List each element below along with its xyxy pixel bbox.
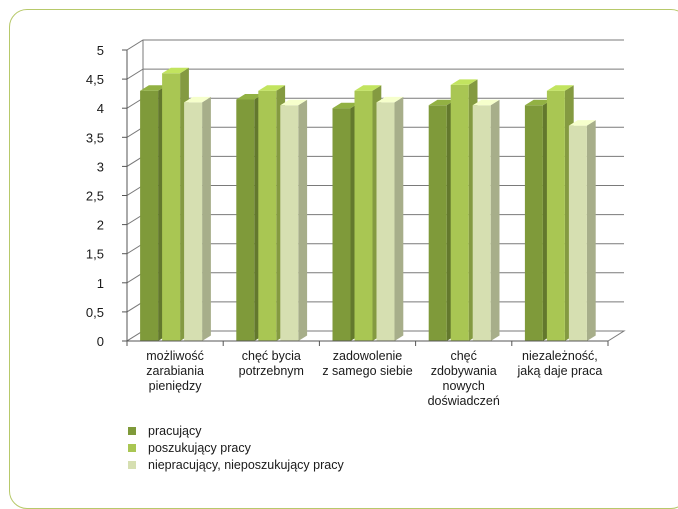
bar-front [472, 105, 491, 341]
bar-front [184, 102, 203, 341]
bar-front [162, 73, 181, 341]
y-axis-ticks: 0 0,5 1 1,5 2 2,5 3 3,5 4 4,5 5 [86, 43, 104, 349]
legend: pracujący poszukujący pracy niepracujący, … [128, 422, 344, 473]
bar [568, 120, 596, 341]
x-category-label: możliwość zarabiania pieniędzy [146, 349, 204, 393]
legend-item: niepracujący, nieposzukujący pracy [128, 456, 344, 473]
y-tick-label: 0 [97, 334, 104, 349]
x-category-label: niezależność, jaką daje praca [517, 349, 603, 378]
y-tick-label: 3,5 [86, 130, 104, 145]
bar-top [546, 85, 574, 91]
bar-top [450, 79, 478, 85]
bar-front [140, 90, 159, 342]
bar-front [236, 99, 255, 341]
bar-front [354, 90, 373, 342]
bar-top [472, 99, 500, 106]
bar-top [184, 96, 211, 103]
bar-side [202, 96, 211, 341]
bar-top [258, 85, 286, 91]
y-tick-label: 1,5 [86, 247, 104, 262]
legend-swatch [128, 426, 136, 435]
bars [140, 67, 596, 342]
bar-top [332, 102, 360, 109]
legend-item: pracujący [128, 422, 344, 439]
y-tick-label: 1 [97, 276, 104, 291]
axes [122, 49, 609, 346]
bar-side [490, 99, 500, 341]
bar-front [568, 125, 587, 341]
legend-item: poszukujący pracy [128, 439, 344, 456]
x-category-label: chęć zdobywania nowych doświadczeń [428, 349, 500, 408]
bar-side [394, 96, 404, 341]
bar [184, 96, 211, 341]
bar-front [524, 105, 543, 341]
legend-swatch [128, 460, 136, 469]
y-tick-label: 0,5 [86, 305, 104, 320]
bar-side [586, 120, 596, 341]
bar-top [280, 99, 308, 106]
bar-front [280, 105, 299, 341]
legend-swatch [128, 443, 136, 452]
bar-front [428, 105, 447, 341]
bar-front [450, 84, 469, 342]
y-tick-label: 4,5 [86, 72, 104, 87]
y-tick-label: 2 [97, 218, 104, 233]
bar-front [332, 108, 351, 341]
bar-side [298, 99, 308, 341]
bar [280, 99, 308, 341]
bar-top [376, 96, 404, 103]
x-axis-labels: możliwość zarabiania pieniędzy chęć bycia po… [146, 349, 602, 408]
x-category-label: chęć bycia potrzebnym [239, 349, 304, 378]
bar-top [354, 85, 382, 91]
x-category-label: zadowolenie z samego siebie [322, 349, 412, 378]
y-tick-label: 3 [97, 159, 104, 174]
bar-top [568, 120, 596, 126]
bar-top [162, 67, 189, 74]
bar-chart-3d: 0 0,5 1 1,5 2 2,5 3 3,5 4 4,5 5 możliwość zarabiani… [86, 39, 626, 408]
bar-top [524, 99, 552, 106]
legend-label: niepracujący, nieposzukujący pracy [148, 457, 344, 472]
y-tick-label: 2,5 [86, 189, 104, 204]
bar-top [428, 99, 456, 106]
bar-top [140, 85, 167, 91]
bar-front [546, 90, 565, 342]
bar [376, 96, 404, 341]
bar-front [376, 102, 395, 341]
y-tick-label: 5 [97, 43, 104, 58]
legend-label: pracujący [148, 423, 202, 438]
y-tick-label: 4 [97, 101, 104, 116]
legend-label: poszukujący pracy [148, 440, 251, 455]
bar-top [236, 93, 264, 100]
bar [472, 99, 500, 341]
bar-front [258, 90, 277, 342]
